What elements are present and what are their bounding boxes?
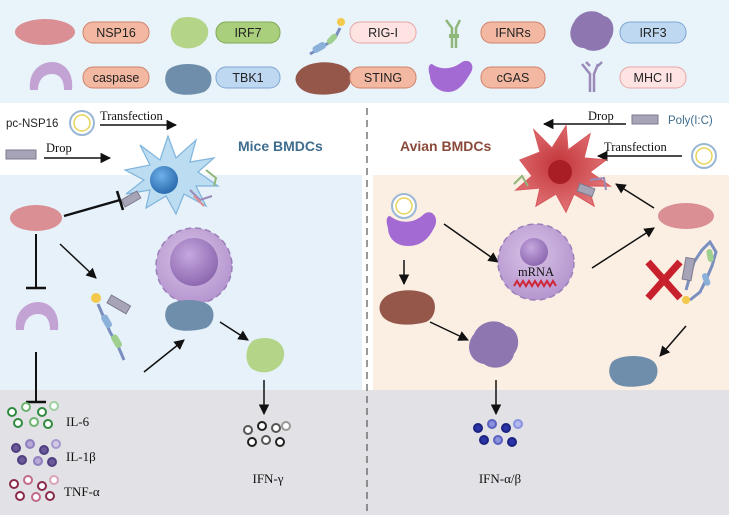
cytokine-tnf-alpha: TNF-α [64,484,100,499]
legend-item-irf7: IRF7 [170,16,281,49]
irf3-icon [570,11,614,51]
inhibit-bar-dc [115,190,125,211]
legend-label-tbk1: TBK1 [232,71,263,85]
cytokine-il6: IL-6 [66,414,90,429]
irf3-protein-avian [469,321,519,368]
ifn-gamma-dots [243,421,291,447]
nsp16-icon [15,19,75,45]
irf7-protein-mice [246,337,285,373]
plasmid-icon-avian [691,143,717,169]
legend-label-mhc-ii: MHC II [634,71,673,85]
legend-label-irf3: IRF3 [639,26,666,40]
polyic-bar-avian [631,114,659,125]
legend-item-rig-i: RIG-I [309,18,417,56]
cgas-icon [428,60,473,92]
transfection-label-mice: Transfection [100,109,163,123]
ifnrs-icon [445,19,462,48]
il6-dots [7,401,59,429]
ifn-gamma-label: IFN-γ [252,471,283,486]
rig-i-complex-avian [681,239,718,304]
polyic-label: Poly(I:C) [668,115,713,127]
pc-nsp16-label: pc-NSP16 [6,118,58,130]
legend-pill-nsp16 [82,21,150,44]
transfection-label-avian: Transfection [604,140,667,154]
tnf-alpha-dots [9,475,59,502]
legend-item-irf3: IRF3 [570,11,687,51]
legend-pill-irf7 [215,21,281,44]
legend-pill-cgas [480,66,546,89]
drop-label-mice: Drop [46,141,72,155]
nsp16-protein-avian [658,203,714,229]
il1b-dots [11,439,61,467]
legend-item-sting: STING [295,62,417,95]
legend-item-ifnrs: IFNRs [445,19,546,48]
legend-label-sting: STING [364,71,402,85]
ifn-alpha-beta-label: IFN-α/β [479,471,522,486]
legend-label-cgas: cGAS [497,71,530,85]
tbk1-protein-avian [609,356,658,387]
mrna-to-nsp16-arrow [591,227,655,269]
mhc-ii-icon [581,61,603,92]
sting-protein-avian [379,290,435,325]
legend-pill-ifnrs [480,21,546,44]
tbk1-protein-mice [165,300,214,331]
mrna-label: mRNA [518,265,554,279]
avian-bmdcs-title: Avian BMDCs [400,138,491,154]
cgas-to-nucleus-arrow [443,223,499,263]
legend-pill-rig-i [349,21,417,44]
tbk1-to-irf7-arrow [219,321,249,341]
rig-i-to-tbk1-arrow [143,339,185,373]
cgas-protein-avian [386,212,437,246]
sting-to-irf3-arrow [429,321,469,341]
mouse-dendritic-cell [120,134,220,216]
legend-pill-irf3 [619,21,687,44]
legend-pill-caspase [82,66,150,89]
nsp16-inhibits-dc [63,198,121,218]
avian-dendritic-cell [513,124,612,214]
nsp16-protein-mice [10,205,62,231]
legend-pill-sting [349,66,417,89]
legend-item-mhc-ii: MHC II [581,61,687,92]
legend-item-tbk1: TBK1 [165,64,281,95]
cytokine-il1b: IL-1β [66,449,96,464]
ifn-alpha-beta-dots [473,419,523,447]
legend-pill-mhc-ii [619,66,687,89]
avian-cell-nucleus: mRNA [497,223,575,301]
caspase-icon [29,62,73,90]
polyic-bar-mice [5,149,37,160]
sting-icon [295,62,351,95]
inhibition-x-icon [645,259,683,301]
plasmid-icon-avian-inside [391,193,417,219]
rig-i-to-tbk1-avian-arrow [659,325,687,357]
legend-item-nsp16: NSP16 [15,19,150,45]
rig-i-icon [309,18,345,56]
legend-label-caspase: caspase [93,71,140,85]
mrna-strand [513,279,557,288]
drop-label-avian: Drop [588,109,614,123]
legend-label-rig-i: RIG-I [368,26,398,40]
mouse-cell-nucleus [155,227,233,305]
legend-pill-tbk1 [215,66,281,89]
legend-item-caspase: caspase [29,62,150,90]
legend-item-cgas: cGAS [428,60,546,92]
tbk1-icon [165,64,212,95]
legend-label-nsp16: NSP16 [96,26,136,40]
legend-label-ifnrs: IFNRs [495,26,530,40]
nsp16-to-avian-dc-arrow [615,183,655,209]
output-band [0,390,729,515]
rig-i-complex-mice [91,293,132,361]
plasmid-icon-mice [69,110,95,136]
mice-bmdcs-title: Mice BMDCs [238,138,323,154]
irf7-icon [170,16,209,49]
nsp16-to-rig-i-arrow [59,243,97,279]
caspase-protein-mice [15,302,59,330]
legend-label-irf7: IRF7 [234,26,261,40]
